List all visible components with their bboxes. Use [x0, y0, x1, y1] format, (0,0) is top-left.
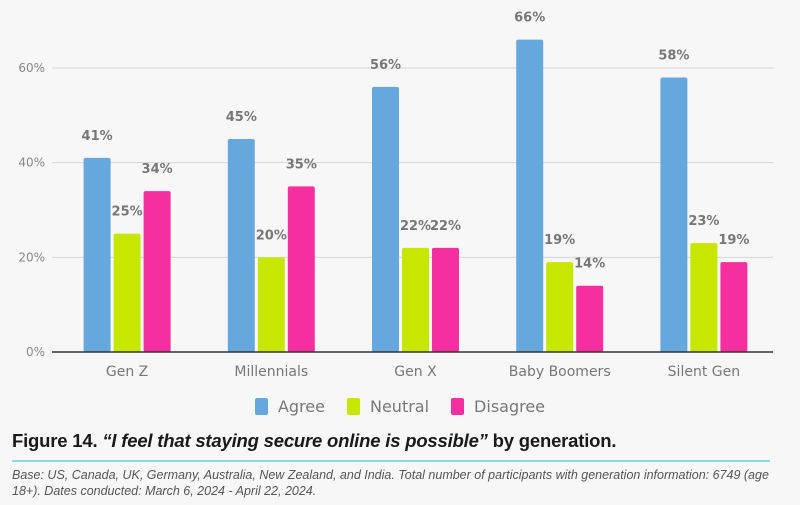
data-label: 66% [514, 11, 545, 26]
data-label: 14% [574, 257, 605, 272]
figure-suffix: by generation. [487, 430, 617, 451]
x-tick-label: Silent Gen [668, 364, 740, 380]
data-label: 22% [430, 219, 461, 234]
bar-agree [516, 39, 544, 352]
x-tick-label: Gen X [394, 364, 437, 380]
y-tick-label: 0% [26, 345, 45, 359]
figure-note: Base: US, Canada, UK, Germany, Australia… [12, 468, 769, 498]
legend: Agree Neutral Disagree [0, 397, 800, 416]
y-tick-label: 60% [18, 61, 45, 75]
bar-disagree [287, 186, 315, 352]
legend-label-disagree: Disagree [474, 397, 546, 416]
caption-divider [12, 460, 770, 462]
bar-agree [83, 157, 111, 352]
bar-disagree [720, 262, 748, 352]
legend-item-disagree: Disagree [451, 397, 545, 416]
data-label: 22% [400, 219, 431, 234]
data-label: 19% [718, 233, 749, 248]
legend-item-neutral: Neutral [346, 397, 430, 416]
data-label: 45% [226, 110, 257, 125]
bar-agree [660, 77, 688, 352]
y-tick-label: 40% [18, 156, 45, 170]
data-label: 56% [370, 58, 401, 73]
legend-swatch-disagree [451, 398, 465, 415]
data-label: 41% [82, 129, 113, 144]
bar-agree [227, 139, 255, 352]
bar-agree [372, 86, 399, 352]
figure-quote: “I feel that staying secure online is po… [102, 430, 488, 451]
bar-neutral [546, 262, 574, 352]
data-label: 19% [544, 233, 575, 248]
data-label: 34% [142, 162, 173, 177]
data-label: 25% [112, 205, 143, 220]
bar-disagree [576, 285, 604, 352]
x-tick-label: Millennials [234, 364, 308, 380]
x-tick-label: Gen Z [106, 364, 148, 380]
bar-disagree [432, 247, 459, 352]
data-label: 23% [688, 214, 719, 229]
bar-neutral [113, 233, 141, 352]
data-label: 35% [286, 157, 317, 172]
figure-number: Figure 14. [12, 430, 98, 451]
legend-label-agree: Agree [277, 397, 325, 416]
x-tick-label: Baby Boomers [509, 364, 611, 380]
data-label: 58% [658, 48, 689, 63]
bar-neutral [257, 257, 285, 352]
legend-label-neutral: Neutral [369, 397, 430, 416]
bar-chart: 0% 20% 40% 60% 41% 25% 34% Gen Z 45% 20% 35% Millen… [18, 11, 773, 380]
bar-neutral [690, 243, 718, 352]
data-label: 20% [256, 228, 287, 243]
legend-swatch-neutral [346, 398, 360, 415]
legend-swatch-agree [254, 398, 268, 415]
figure-caption-title: Figure 14. “I feel that staying secure o… [12, 430, 617, 452]
bar-disagree [143, 191, 171, 352]
y-tick-label: 20% [18, 250, 45, 264]
bar-neutral [402, 247, 429, 352]
legend-item-agree: Agree [254, 397, 325, 416]
